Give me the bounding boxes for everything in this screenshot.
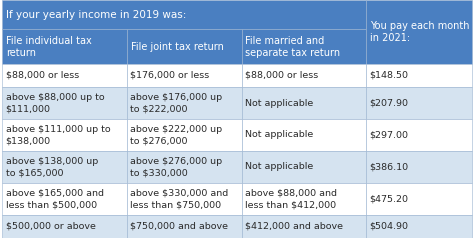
Bar	[242, 151, 366, 183]
Text: If your yearly income in 2019 was:: If your yearly income in 2019 was:	[6, 10, 187, 20]
Bar	[127, 215, 242, 238]
Bar	[366, 0, 472, 64]
Text: File individual tax
return: File individual tax return	[6, 35, 92, 58]
Text: above $276,000 up
to $330,000: above $276,000 up to $330,000	[130, 157, 222, 177]
Text: above $88,000 up to
$111,000: above $88,000 up to $111,000	[6, 93, 104, 113]
Bar	[2, 215, 127, 238]
Text: above $176,000 up
to $222,000: above $176,000 up to $222,000	[130, 93, 222, 113]
Bar	[366, 119, 472, 151]
Text: $500,000 or above: $500,000 or above	[6, 222, 96, 231]
Bar	[366, 215, 472, 238]
Bar	[2, 64, 127, 87]
Text: File married and
separate tax return: File married and separate tax return	[246, 35, 341, 58]
Text: $148.50: $148.50	[369, 71, 409, 80]
Bar	[242, 30, 366, 64]
Text: $297.00: $297.00	[369, 130, 409, 139]
Bar	[366, 151, 472, 183]
Text: $88,000 or less: $88,000 or less	[6, 71, 79, 80]
Bar	[2, 151, 127, 183]
Bar	[242, 183, 366, 215]
Bar	[242, 87, 366, 119]
Bar	[366, 183, 472, 215]
Text: above $165,000 and
less than $500,000: above $165,000 and less than $500,000	[6, 189, 104, 209]
Bar	[127, 87, 242, 119]
Text: $88,000 or less: $88,000 or less	[245, 71, 318, 80]
Text: above $138,000 up
to $165,000: above $138,000 up to $165,000	[6, 157, 98, 177]
Text: Not applicable: Not applicable	[245, 99, 313, 108]
Text: File joint tax return: File joint tax return	[130, 42, 223, 52]
Bar	[2, 119, 127, 151]
Text: above $222,000 up
to $276,000: above $222,000 up to $276,000	[130, 125, 222, 145]
Text: above $88,000 and
less than $412,000: above $88,000 and less than $412,000	[245, 189, 337, 209]
Bar	[242, 64, 366, 87]
Bar	[366, 64, 472, 87]
Bar	[366, 87, 472, 119]
Bar	[242, 119, 366, 151]
Text: above $330,000 and
less than $750,000: above $330,000 and less than $750,000	[130, 189, 228, 209]
Bar	[127, 151, 242, 183]
Bar	[127, 64, 242, 87]
Text: You pay each month
in 2021:: You pay each month in 2021:	[370, 21, 469, 43]
Bar	[2, 30, 127, 64]
Bar	[127, 119, 242, 151]
Text: $750,000 and above: $750,000 and above	[130, 222, 228, 231]
Text: $176,000 or less: $176,000 or less	[130, 71, 210, 80]
Text: Not applicable: Not applicable	[245, 130, 313, 139]
Text: $412,000 and above: $412,000 and above	[245, 222, 343, 231]
Text: $207.90: $207.90	[369, 99, 409, 108]
Bar	[127, 183, 242, 215]
Bar	[127, 30, 242, 64]
Text: above $111,000 up to
$138,000: above $111,000 up to $138,000	[6, 125, 110, 145]
Text: Not applicable: Not applicable	[245, 163, 313, 172]
Bar	[242, 215, 366, 238]
Bar	[2, 87, 127, 119]
Text: $386.10: $386.10	[369, 163, 409, 172]
Bar	[2, 0, 366, 30]
Text: $504.90: $504.90	[369, 222, 409, 231]
Text: $475.20: $475.20	[369, 194, 409, 203]
Bar	[2, 183, 127, 215]
